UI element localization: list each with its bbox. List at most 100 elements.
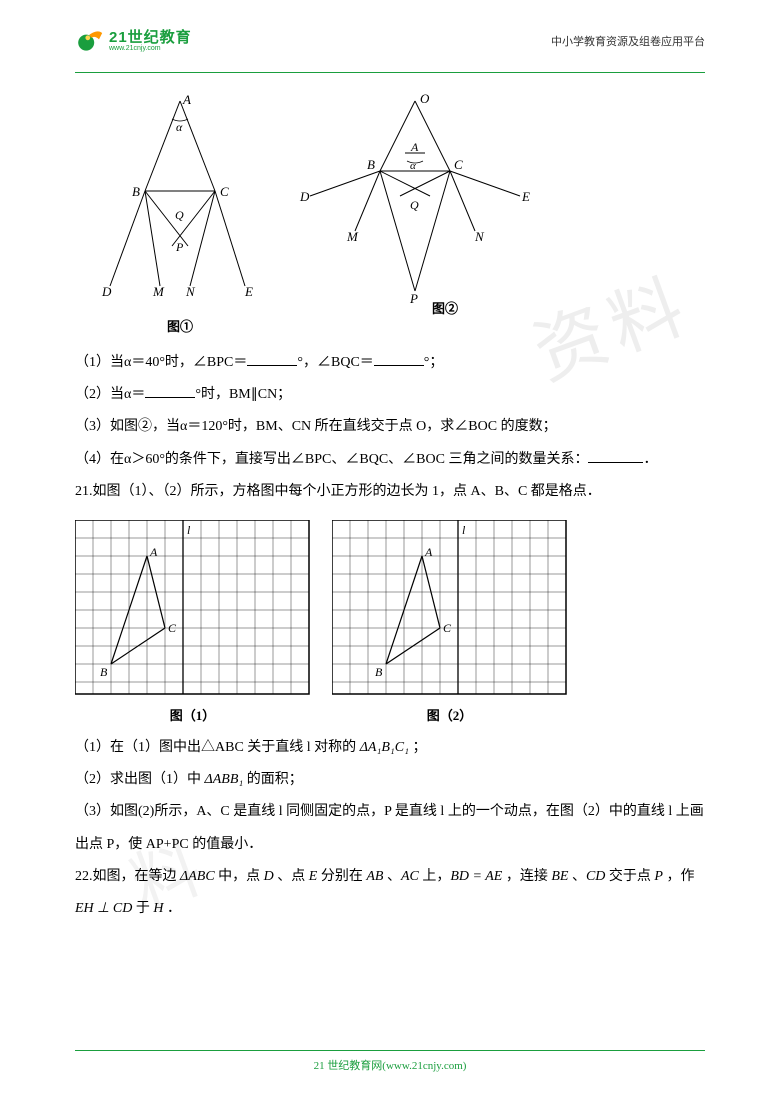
svg-text:A: A — [410, 140, 419, 154]
svg-text:A: A — [149, 545, 158, 559]
svg-text:C: C — [443, 621, 452, 635]
geometry-figures-row: A α B C Q P D M N E 图① — [100, 91, 705, 335]
q22-t1: 中，点 — [215, 869, 264, 884]
q22-m7: BE — [551, 869, 568, 884]
footer-divider — [75, 1050, 705, 1051]
logo-sub: www.21cnjy.com — [109, 45, 192, 52]
svg-text:D: D — [101, 284, 112, 299]
q22-pre: 22.如图，在等边 — [75, 869, 180, 884]
svg-text:C: C — [168, 621, 177, 635]
q22-t5: 上， — [419, 869, 451, 884]
blank-4 — [588, 449, 643, 463]
q22-m6: BD = AE — [450, 869, 502, 884]
q21-1-end: ； — [409, 740, 427, 755]
q22-m4: AB — [366, 869, 383, 884]
q21-1-math: ΔA₁B₁C₁ — [360, 740, 409, 755]
q21-2-math: ΔABB₁ — [205, 772, 244, 787]
svg-text:C: C — [220, 184, 229, 199]
svg-text:M: M — [152, 284, 165, 299]
header-right-text: 中小学教育资源及组卷应用平台 — [551, 33, 705, 49]
q22-m1: ΔABC — [180, 869, 215, 884]
logo-main: 21世纪教育 — [109, 30, 192, 45]
q22-m11: H — [153, 901, 163, 916]
figure-1-svg: A α B C Q P D M N E — [100, 91, 260, 311]
figure-2-container: O A α B C D E M N Q P 图② — [290, 91, 540, 335]
blank-2 — [374, 352, 424, 366]
page-header: 21世纪教育 www.21cnjy.com 中小学教育资源及组卷应用平台 — [75, 25, 705, 57]
svg-text:E: E — [521, 189, 530, 204]
svg-text:C: C — [454, 157, 463, 172]
q22-m9: P — [654, 869, 663, 884]
grid-2-caption: 图（2） — [427, 705, 473, 724]
q-part-4-text-a: （4）在α＞60°的条件下，直接写出∠BPC、∠BQC、∠BOC 三角之间的数量… — [75, 452, 588, 467]
q21-intro: 21.如图（1）、（2）所示，方格图中每个小正方形的边长为 1，点 A、B、C … — [75, 476, 705, 508]
q22-t2: 、点 — [274, 869, 309, 884]
q22-t10: 于 — [132, 901, 153, 916]
blank-1 — [247, 352, 297, 366]
q21-2-end: 的面积； — [243, 772, 303, 787]
q-part-2-text-a: （2）当α＝ — [75, 387, 145, 402]
grid-1-caption: 图（1） — [170, 705, 216, 724]
page-content: A α B C Q P D M N E 图① — [75, 91, 705, 925]
q-part-1: （1）当α＝40°时，∠BPC＝ °，∠BQC＝ °； — [75, 347, 705, 379]
footer-text: 21 世纪教育网(www.21cnjy.com) — [314, 1060, 467, 1072]
logo-text: 21世纪教育 www.21cnjy.com — [109, 30, 192, 52]
svg-text:P: P — [409, 291, 418, 306]
q22-t3: 分别在 — [317, 869, 366, 884]
svg-text:B: B — [132, 184, 140, 199]
q22-t6: ，连接 — [502, 869, 551, 884]
q-part-3: （3）如图②，当α＝120°时，BM、CN 所在直线交于点 O，求∠BOC 的度… — [75, 411, 705, 443]
q-part-4-text-b: ． — [643, 452, 657, 467]
q21-part-1: （1）在（1）图中出△ABC 关于直线 l 对称的 ΔA₁B₁C₁ ； — [75, 732, 705, 764]
q22-m5: AC — [401, 869, 419, 884]
q-part-1-text-b: °，∠BQC＝ — [297, 355, 373, 370]
q22-t4: 、 — [383, 869, 401, 884]
q22-t9: ，作 — [663, 869, 695, 884]
q22-t11: ． — [163, 901, 181, 916]
blank-3 — [145, 384, 195, 398]
grid-1-svg: A B C l — [75, 520, 310, 695]
logo-icon — [75, 25, 107, 57]
svg-text:P: P — [175, 240, 184, 254]
grid-2-svg: A B C l — [332, 520, 567, 695]
figure-1-container: A α B C Q P D M N E 图① — [100, 91, 260, 335]
svg-text:M: M — [346, 229, 359, 244]
q-part-2: （2）当α＝ °时，BM∥CN； — [75, 379, 705, 411]
figure-1-caption: 图① — [100, 316, 260, 335]
q22: 22.如图，在等边 ΔABC 中，点 D 、点 E 分别在 AB 、AC 上，B… — [75, 861, 705, 925]
grid-1-wrap: A B C l 图（1） — [75, 520, 310, 724]
svg-text:α: α — [410, 160, 416, 172]
q-part-1-text-a: （1）当α＝40°时，∠BPC＝ — [75, 355, 247, 370]
svg-text:Q: Q — [175, 208, 184, 222]
q21-2-pre: （2）求出图（1）中 — [75, 772, 205, 787]
svg-text:Q: Q — [410, 198, 419, 212]
q-part-2-text-b: °时，BM∥CN； — [195, 387, 291, 402]
q22-m8: CD — [586, 869, 605, 884]
header-divider — [75, 72, 705, 73]
q22-t7: 、 — [568, 869, 586, 884]
svg-text:α: α — [176, 120, 183, 134]
grid-2-wrap: A B C l 图（2） — [332, 520, 567, 724]
logo: 21世纪教育 www.21cnjy.com — [75, 25, 192, 57]
svg-text:D: D — [299, 189, 310, 204]
grids-row: A B C l 图（1） A B C l 图（2） — [75, 520, 705, 724]
svg-text:B: B — [367, 157, 375, 172]
q22-m10: EH ⊥ CD — [75, 901, 132, 916]
svg-text:N: N — [474, 229, 485, 244]
page-footer: 21 世纪教育网(www.21cnjy.com) — [0, 1050, 780, 1073]
svg-text:N: N — [185, 284, 196, 299]
q22-t8: 交于点 — [605, 869, 654, 884]
q22-m2: D — [264, 869, 274, 884]
q-part-1-text-c: °； — [424, 355, 444, 370]
q-part-4: （4）在α＞60°的条件下，直接写出∠BPC、∠BQC、∠BOC 三角之间的数量… — [75, 444, 705, 476]
q21-part-2: （2）求出图（1）中 ΔABB₁ 的面积； — [75, 764, 705, 796]
figure-2-svg: O A α B C D E M N Q P — [290, 91, 540, 311]
svg-text:B: B — [100, 665, 108, 679]
svg-text:E: E — [244, 284, 253, 299]
q21-1-pre: （1）在（1）图中出△ABC 关于直线 l 对称的 — [75, 740, 360, 755]
svg-text:A: A — [424, 545, 433, 559]
svg-text:A: A — [182, 92, 191, 107]
svg-text:B: B — [375, 665, 383, 679]
q21-part-3: （3）如图(2)所示，A、C 是直线 l 同侧固定的点，P 是直线 l 上的一个… — [75, 796, 705, 860]
svg-text:O: O — [420, 91, 430, 106]
